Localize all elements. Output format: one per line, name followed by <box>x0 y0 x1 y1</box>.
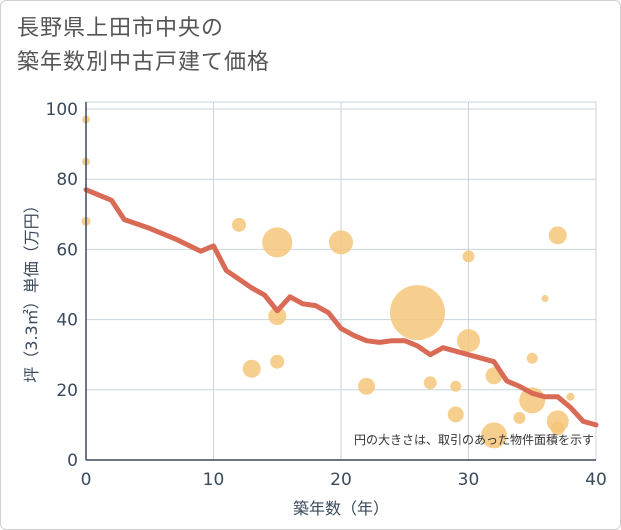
bubble-point <box>268 307 287 326</box>
y-axis-label: 坪（3.3㎡）単価（万円） <box>22 197 41 382</box>
chart-title: 長野県上田市中央の 築年数別中古戸建て価格 <box>17 12 270 80</box>
bubble-point <box>548 226 567 245</box>
bubble-point <box>423 376 437 390</box>
bubble-point <box>481 422 507 449</box>
bubble-point <box>541 295 549 303</box>
x-tick-label: 30 <box>458 470 480 490</box>
y-tick-label: 0 <box>67 451 78 471</box>
bubble-point <box>566 392 575 401</box>
bubble-point <box>232 217 246 232</box>
bubble-point <box>242 359 261 378</box>
bubble-point <box>270 354 285 369</box>
x-axis-label: 築年数（年） <box>293 499 389 518</box>
bubble-point <box>457 329 480 353</box>
bubble-point <box>390 285 445 341</box>
title-line-2: 築年数別中古戸建て価格 <box>17 50 271 75</box>
bubble-point <box>329 230 353 255</box>
bubble-series <box>81 115 575 449</box>
bubble-point <box>526 352 538 364</box>
bubble-point <box>513 411 526 424</box>
trend-line <box>83 187 599 428</box>
y-tick-label: 100 <box>46 100 78 120</box>
size-note: 円の大きさは、取引のあった物件面積を示す <box>354 432 594 447</box>
y-tick-label: 60 <box>56 240 78 260</box>
x-tick-label: 40 <box>585 470 607 490</box>
y-tick-label: 20 <box>56 381 78 401</box>
title-line-1: 長野県上田市中央の <box>17 16 225 41</box>
grid-lines <box>85 101 597 461</box>
x-tick-label: 20 <box>330 470 352 490</box>
bubble-point <box>447 406 464 423</box>
bubble-point <box>550 421 565 436</box>
x-tick-label: 0 <box>81 470 92 490</box>
y-tick-label: 40 <box>56 311 78 331</box>
axes: 0 20 40 60 80 100 0 10 20 30 40 <box>46 100 607 490</box>
bubble-point <box>462 250 475 263</box>
x-tick-label: 10 <box>203 470 225 490</box>
bubble-point <box>450 380 462 392</box>
y-tick-label: 80 <box>56 170 78 190</box>
bubble-point <box>358 377 375 395</box>
bubble-point <box>262 227 293 258</box>
trend-series <box>83 187 599 428</box>
